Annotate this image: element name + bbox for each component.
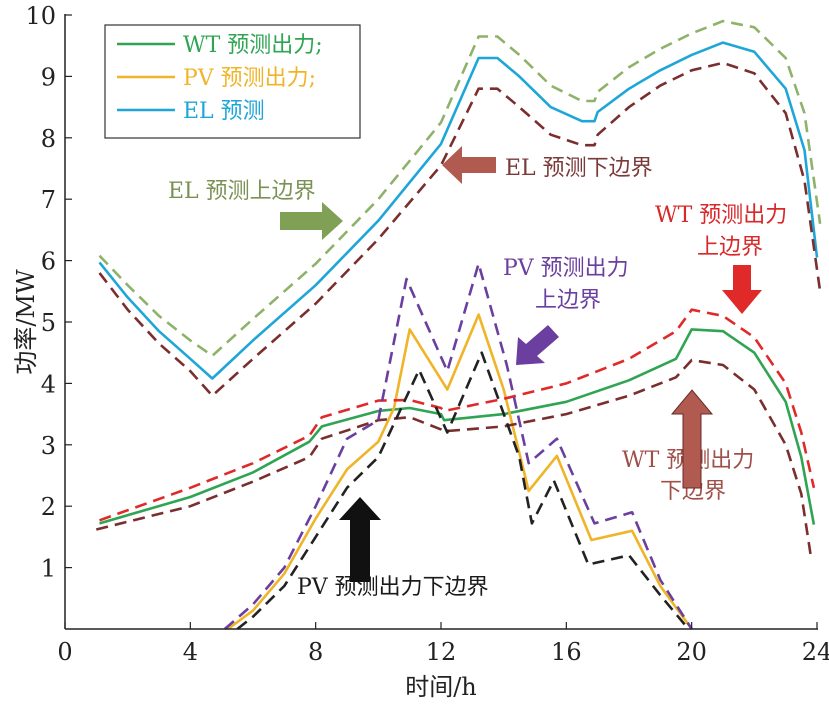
series-layer <box>95 19 822 631</box>
arrow-left-icon <box>442 146 496 184</box>
annotation-wt-upper-text-2: 上边界 <box>697 235 763 260</box>
annotation-wt-upper-text: WT 预测出力 <box>655 203 787 228</box>
legend: WT 预测出力; PV 预测出力; EL 预测 <box>104 24 361 139</box>
x-tick-label: 24 <box>802 638 829 666</box>
x-tick-label: 4 <box>183 638 198 666</box>
series-line-4 <box>98 61 822 397</box>
arrow-right-icon <box>280 202 343 240</box>
x-tick-label: 0 <box>57 638 72 666</box>
annotation-el-lower: EL 预测下边界 <box>442 146 653 184</box>
annotation-pv-lower: PV 预测出力下边界 <box>297 497 489 600</box>
annotation-pv-lower-text: PV 预测出力下边界 <box>297 575 489 600</box>
annotation-pv-upper-text: PV 预测出力 <box>503 256 629 281</box>
annotation-wt-upper: WT 预测出力 上边界 <box>655 203 787 314</box>
x-tick-label: 20 <box>676 638 707 666</box>
legend-label: EL 预测 <box>183 99 265 124</box>
arrow-down-icon <box>722 265 762 314</box>
annotation-el-upper: EL 预测上边界 <box>168 179 343 240</box>
y-tick-label: 10 <box>25 2 56 30</box>
series-line-2 <box>98 41 819 380</box>
x-axis-label: 时间/h <box>405 673 477 701</box>
arrow-down-left-icon <box>516 325 559 365</box>
legend-label: PV 预测出力; <box>183 66 316 91</box>
arrow-up-icon <box>670 389 714 489</box>
y-tick-label: 8 <box>41 125 56 153</box>
y-tick-label: 4 <box>41 370 56 398</box>
series-line-7 <box>223 262 693 630</box>
series-line-1 <box>227 313 693 631</box>
y-tick-label: 9 <box>41 63 56 91</box>
annotation-el-upper-text: EL 预测上边界 <box>168 179 316 204</box>
y-tick-label: 6 <box>41 248 56 276</box>
y-tick-label: 2 <box>41 493 56 521</box>
x-tick-label: 8 <box>308 638 323 666</box>
annotation-wt-lower: WT 预测出力 下边界 <box>622 389 754 504</box>
legend-label: WT 预测出力; <box>183 33 323 58</box>
x-tick-label: 16 <box>551 638 582 666</box>
y-tick-label: 5 <box>41 309 56 337</box>
annotation-el-lower-text: EL 预测下边界 <box>505 156 653 181</box>
y-axis-label: 功率/MW <box>12 269 40 375</box>
arrow-up-icon <box>339 497 381 582</box>
y-tick-label: 7 <box>41 186 56 214</box>
x-tick-label: 12 <box>426 638 457 666</box>
annotation-pv-upper-text-2: 上边界 <box>535 288 601 313</box>
y-tick-label: 3 <box>41 432 56 460</box>
y-tick-label: 1 <box>41 555 56 583</box>
annotation-pv-upper: PV 预测出力 上边界 <box>503 256 629 365</box>
series-line-6 <box>95 358 812 556</box>
